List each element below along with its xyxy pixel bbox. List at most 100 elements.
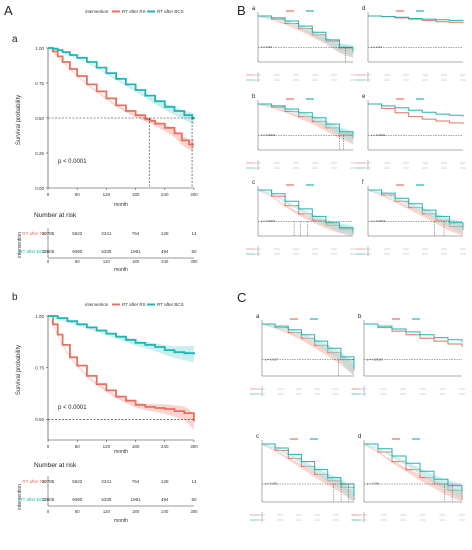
risk-cell: 14 bbox=[191, 479, 197, 484]
mini-p-value: p = 0.16 bbox=[261, 45, 272, 49]
risk-cell: 5335 bbox=[101, 249, 112, 254]
x-tick: 300 bbox=[191, 259, 199, 264]
mini-survival-line-bcs bbox=[262, 443, 355, 496]
mini-panel-B-c: c p = 0.0007 bbox=[246, 180, 356, 256]
mini-panel-C-b: b p = 0.00016 bbox=[352, 314, 465, 396]
mini-panel-label: e bbox=[362, 94, 366, 100]
legend-item-bcs: RT after BCS bbox=[157, 302, 184, 307]
y-tick: 1.00 bbox=[35, 46, 44, 51]
panel-letter-C: C bbox=[237, 290, 246, 305]
risk-cell: 14 bbox=[191, 231, 197, 236]
p-value: p < 0.0001 bbox=[58, 405, 87, 411]
survival-line-bcs bbox=[48, 47, 195, 120]
y-ticks: 0.50 0.75 1.00 bbox=[35, 314, 44, 422]
mini-panel-B-f: f p = 0.0073 bbox=[356, 180, 466, 256]
x-tick: 300 bbox=[191, 509, 199, 514]
panel-letter-A: A bbox=[4, 3, 13, 18]
confidence-band-bcs bbox=[48, 316, 194, 363]
mini-panel-C-c: c p = 0.061 bbox=[250, 434, 357, 522]
mini-survival-line-bcs bbox=[368, 15, 464, 21]
risk-cell: 50 bbox=[191, 249, 197, 254]
x-ticks: 0 60 120 180 240 300 bbox=[47, 192, 199, 197]
mini-panel-label: c bbox=[252, 180, 255, 186]
risk-row-label-bcs: RT after BCS bbox=[19, 497, 46, 502]
risk-row-label-bcs: RT after BCS bbox=[19, 249, 46, 254]
mini-panel-label: f bbox=[362, 180, 364, 186]
mini-survival-line-bcs bbox=[364, 323, 463, 342]
legend-item-rs: RT after RS bbox=[122, 9, 146, 14]
risk-x-ticks: 0 60 120 180 240 300 bbox=[47, 509, 198, 514]
x-ticks: 0 60 120 180 240 300 bbox=[47, 444, 199, 449]
mini-p-value: p = 0.0007 bbox=[261, 219, 276, 223]
x-tick: 240 bbox=[161, 509, 169, 514]
mini-p-value: p < 0.001 bbox=[367, 482, 380, 486]
chart-marks bbox=[46, 315, 195, 442]
risk-cell: 128 bbox=[161, 479, 169, 484]
risk-x-ticks: 0 60 120 180 240 300 bbox=[47, 259, 198, 264]
risk-cell: 764 bbox=[132, 231, 140, 236]
x-tick: 0 bbox=[47, 444, 50, 449]
x-tick: 60 bbox=[75, 259, 80, 264]
risk-cell: 9390 bbox=[72, 249, 83, 254]
mini-panel-label: a bbox=[252, 6, 256, 12]
mini-survival-line-bcs bbox=[258, 189, 354, 232]
y-tick: 0.75 bbox=[35, 365, 44, 370]
legend-title: intervention bbox=[85, 302, 109, 307]
mini-p-value: p < 0.0001 bbox=[371, 133, 386, 137]
x-tick: 120 bbox=[103, 444, 111, 449]
mini-panel-C-d: d p < 0.001 bbox=[352, 434, 465, 522]
mini-survival-line-bcs bbox=[262, 323, 355, 369]
x-tick: 240 bbox=[161, 444, 169, 449]
mini-survival-line-bcs bbox=[364, 443, 463, 492]
chart-a-label: a bbox=[12, 34, 18, 45]
legend-item-bcs: RT after BCS bbox=[157, 9, 184, 14]
risk-row-bcs: 13805 9390 5335 1991 494 50 bbox=[42, 497, 197, 502]
mini-panel-label: c bbox=[256, 434, 259, 440]
risk-cell: 1991 bbox=[131, 249, 142, 254]
x-tick: 180 bbox=[132, 192, 140, 197]
risk-cell: 2341 bbox=[101, 479, 112, 484]
confidence-band-rs bbox=[48, 48, 194, 151]
risk-group-title: intervention bbox=[17, 484, 23, 510]
mini-panel-label: a bbox=[256, 314, 260, 320]
y-axis-label: Survival probability bbox=[16, 345, 22, 395]
mini-panel-label: d bbox=[358, 434, 361, 440]
risk-row-label-rs: RT after RS bbox=[22, 231, 46, 236]
x-tick: 120 bbox=[103, 192, 111, 197]
legend-title: intervention bbox=[85, 9, 109, 14]
mini-p-value: p = 0.017 bbox=[265, 357, 278, 361]
x-axis-label: month bbox=[114, 202, 128, 208]
legend-item-rs: RT after RS bbox=[122, 302, 146, 307]
p-value: p < 0.0001 bbox=[58, 159, 87, 165]
y-tick: 0.50 bbox=[35, 116, 44, 121]
confidence-band-rs bbox=[48, 316, 194, 430]
x-tick: 240 bbox=[161, 192, 169, 197]
risk-group-title: intervention bbox=[17, 232, 23, 258]
y-tick: 0.25 bbox=[35, 151, 44, 156]
risk-table-title: Number at risk bbox=[34, 212, 77, 219]
mini-panel-B-a: a p = 0.16 bbox=[246, 6, 356, 82]
survival-line-rs bbox=[48, 315, 195, 422]
mini-survival-line-bcs bbox=[258, 103, 354, 137]
mini-survival-line-rs bbox=[364, 323, 463, 347]
mini-band-rs bbox=[258, 103, 353, 145]
x-tick: 180 bbox=[132, 444, 140, 449]
chart-A-b: b intervention RT after RS RT after BCS … bbox=[12, 292, 198, 524]
mini-survival-line-bcs bbox=[368, 189, 464, 228]
risk-table-b: Number at risk intervention RT after RS … bbox=[17, 462, 198, 524]
survival-line-rs bbox=[48, 47, 194, 146]
mini-band-bcs bbox=[262, 323, 354, 375]
mini-band-rs bbox=[262, 443, 354, 502]
risk-table-a: Number at risk intervention RT after RS … bbox=[17, 212, 198, 273]
risk-row-rs: 10785 5622 2341 764 128 14 bbox=[42, 231, 197, 236]
y-tick: 0.75 bbox=[35, 81, 44, 86]
legend-a: intervention RT after RS RT after BCS bbox=[85, 9, 184, 14]
risk-cell: 5622 bbox=[72, 231, 83, 236]
mini-panel-label: b bbox=[252, 94, 256, 100]
risk-cell: 128 bbox=[161, 231, 169, 236]
mini-p-value: p = 0.00016 bbox=[367, 357, 383, 361]
x-tick: 300 bbox=[190, 192, 198, 197]
mini-p-value: p = 0.14 bbox=[371, 45, 382, 49]
x-tick: 240 bbox=[161, 259, 169, 264]
mini-panel-B-e: e p < 0.0001 bbox=[356, 94, 466, 170]
